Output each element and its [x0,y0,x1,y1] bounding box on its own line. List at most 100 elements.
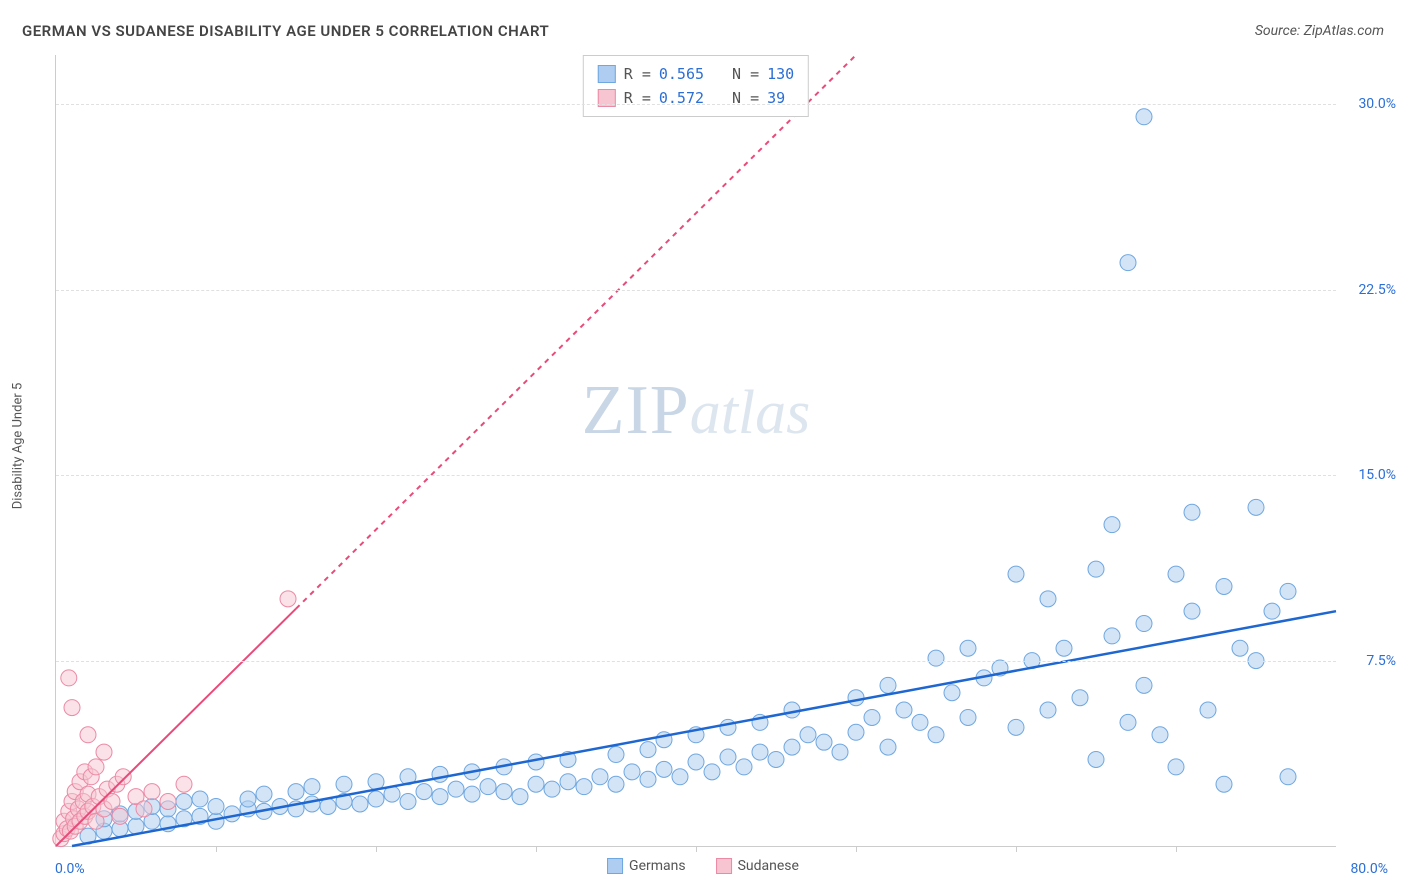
scatter-point [928,727,944,743]
legend-swatch [607,858,623,874]
scatter-point [1104,517,1120,533]
scatter-point [688,754,704,770]
legend-N-label: N = [732,86,759,110]
legend-stat-row: R =0.572N = 39 [598,86,794,110]
gridline [56,290,1336,291]
legend-R-label: R = [624,62,651,86]
scatter-point [1280,583,1296,599]
scatter-point [280,591,296,607]
scatter-point [464,786,480,802]
y-axis-label: Disability Age Under 5 [11,383,26,510]
legend-label: Sudanese [738,858,799,874]
scatter-point [624,764,640,780]
scatter-point [432,789,448,805]
legend-label: Germans [629,858,686,874]
x-axis-min-label: 0.0% [55,861,85,877]
scatter-point [816,734,832,750]
scatter-point [912,714,928,730]
scatter-point [960,709,976,725]
x-tick [1176,846,1177,852]
scatter-point [1248,499,1264,515]
scatter-point [768,751,784,767]
scatter-point [112,808,128,824]
x-tick [856,846,857,852]
scatter-point [192,791,208,807]
scatter-point [880,739,896,755]
legend-item: Germans [607,858,686,874]
scatter-point [448,781,464,797]
scatter-point [1152,727,1168,743]
scatter-point [115,769,131,785]
y-tick-label: 15.0% [1358,467,1396,483]
legend-swatch [716,858,732,874]
scatter-point [1088,561,1104,577]
scatter-point [1104,628,1120,644]
scatter-point [720,719,736,735]
gridline [56,104,1336,105]
scatter-point [848,724,864,740]
scatter-point [1184,504,1200,520]
scatter-point [304,779,320,795]
scatter-point [704,764,720,780]
x-axis-max-label: 80.0% [1350,861,1388,877]
scatter-point [80,727,96,743]
scatter-point [784,739,800,755]
scatter-point [224,806,240,822]
scatter-point [136,801,152,817]
plot-svg [56,55,1336,846]
scatter-point [336,776,352,792]
scatter-point [1280,769,1296,785]
scatter-point [592,769,608,785]
scatter-point [1216,578,1232,594]
scatter-point [656,761,672,777]
scatter-point [144,784,160,800]
scatter-point [1072,690,1088,706]
legend-item: Sudanese [716,858,799,874]
legend-stats: R = 0.565 N = 130R =0.572N = 39 [583,55,809,117]
gridline [56,475,1336,476]
source-label: Source: ZipAtlas.com [1255,23,1384,39]
scatter-point [752,744,768,760]
legend-N-value: 130 [767,62,794,86]
scatter-point [368,791,384,807]
legend-R-value: 0.565 [659,62,704,86]
scatter-point [320,798,336,814]
trend-line-dashed [296,55,856,609]
legend-swatch [598,65,616,83]
scatter-point [832,744,848,760]
scatter-point [880,677,896,693]
scatter-point [88,759,104,775]
scatter-point [1184,603,1200,619]
scatter-point [960,640,976,656]
scatter-point [608,747,624,763]
y-tick-label: 30.0% [1358,96,1396,112]
y-tick-label: 22.5% [1358,282,1396,298]
scatter-point [1232,640,1248,656]
scatter-point [176,794,192,810]
scatter-point [848,690,864,706]
scatter-point [240,791,256,807]
x-tick [376,846,377,852]
scatter-point [1136,677,1152,693]
trend-line [72,611,1336,846]
scatter-point [1040,702,1056,718]
scatter-point [1008,719,1024,735]
scatter-point [496,784,512,800]
scatter-point [1136,109,1152,125]
scatter-point [928,650,944,666]
scatter-point [352,796,368,812]
scatter-point [544,781,560,797]
chart-title: GERMAN VS SUDANESE DISABILITY AGE UNDER … [22,22,549,40]
scatter-point [1264,603,1280,619]
legend-N-value: 39 [767,86,785,110]
scatter-point [864,709,880,725]
scatter-point [720,749,736,765]
scatter-point [800,727,816,743]
scatter-point [512,789,528,805]
scatter-point [304,796,320,812]
scatter-point [256,786,272,802]
plot-area: ZIPatlas R =0.565N =130R =0.572N = 39 7.… [55,55,1336,847]
scatter-point [640,742,656,758]
legend-series: Germans Sudanese [607,858,799,874]
scatter-point [1088,751,1104,767]
